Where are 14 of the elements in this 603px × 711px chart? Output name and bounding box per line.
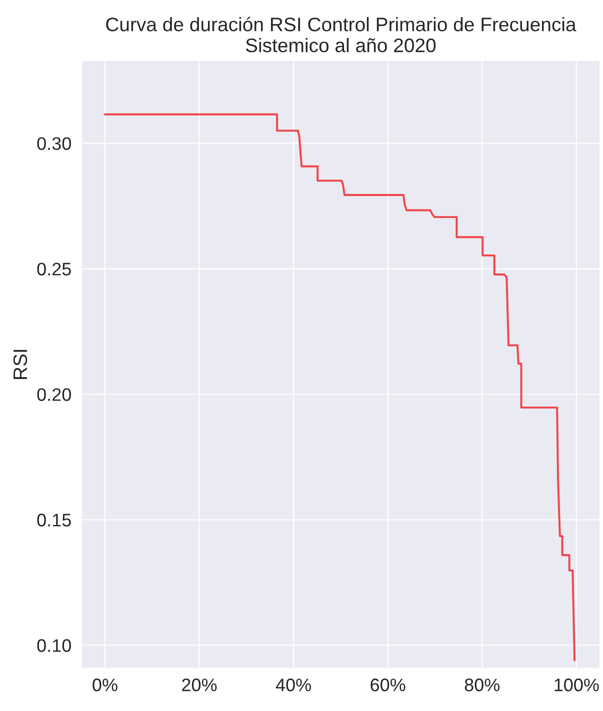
y-tick-label: 0.15: [37, 514, 71, 526]
y-axis-title: RSI: [13, 350, 28, 379]
x-tick-label: 0%: [92, 678, 118, 692]
x-tick-label: 60%: [370, 678, 406, 692]
y-tick-label: 0.30: [37, 137, 71, 150]
x-tick-label: 20%: [182, 678, 217, 692]
x-tick-label: 80%: [464, 678, 500, 692]
line-series: [104, 113, 576, 662]
y-tick-label: 0.25: [37, 262, 71, 276]
chart-title: Curva de duración RSI Control Primario de Frecuencia Sistemico al año 2020: [106, 16, 576, 52]
y-tick-label: 0.20: [37, 388, 71, 401]
y-tick-label: 0.10: [37, 639, 71, 652]
x-tick-label: 100%: [554, 678, 599, 692]
x-tick-label: 40%: [276, 678, 311, 692]
